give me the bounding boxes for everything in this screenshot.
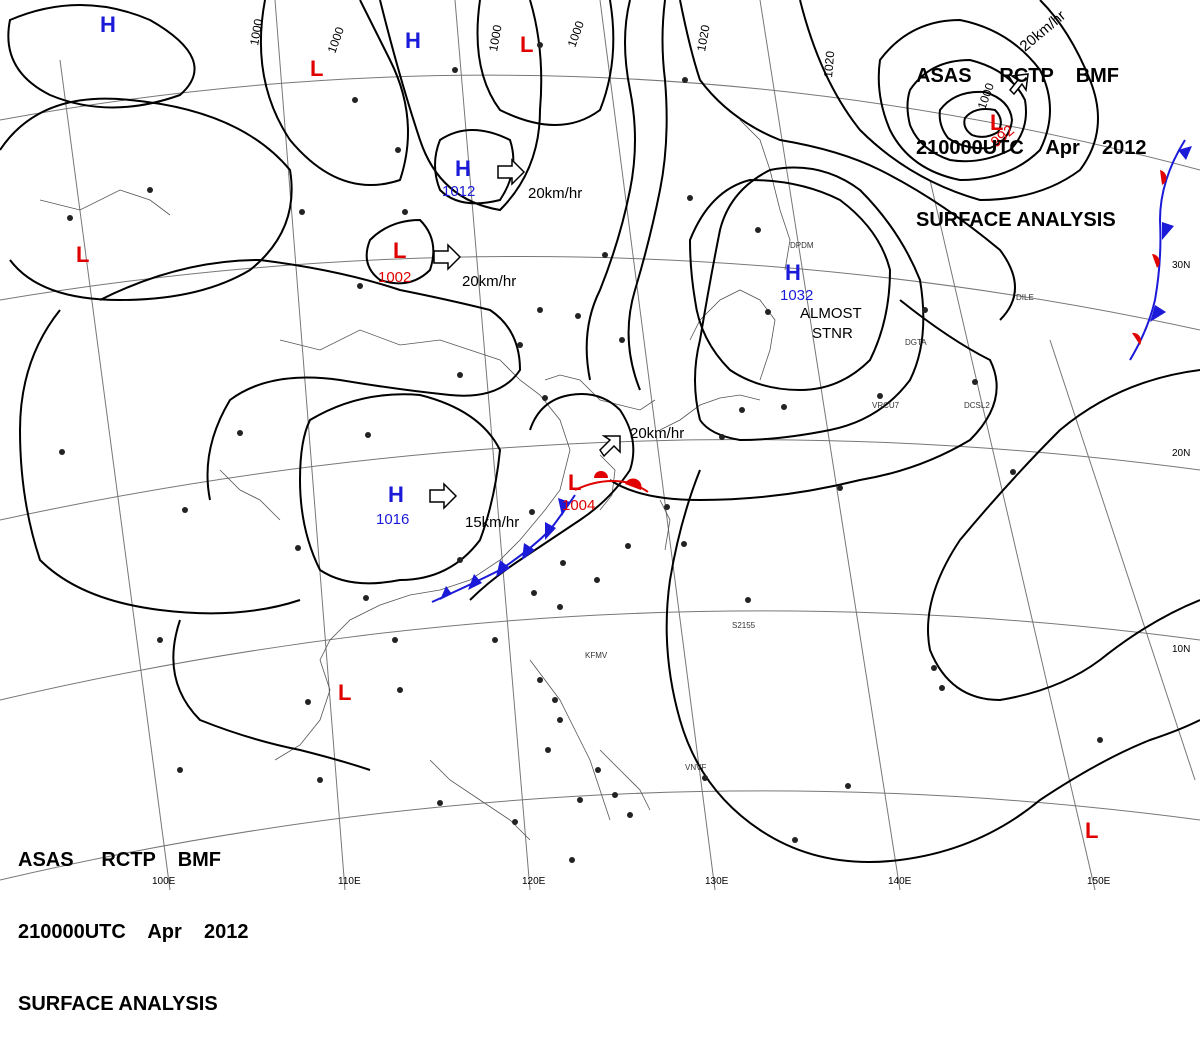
longitude-label: 120E	[522, 876, 546, 887]
pressure-value: 1002	[378, 269, 411, 286]
station-markers	[59, 42, 1103, 863]
station-ids: DPDM DILE DGTA DCSL2 VRCU7 KFMV VNVF S21…	[585, 241, 1034, 772]
high-pressure-center: H	[100, 12, 116, 37]
isobars	[0, 0, 1200, 863]
station-id: KFMV	[585, 651, 608, 660]
longitude-label: 100E	[152, 876, 176, 887]
latitude-label: 30N	[1172, 260, 1190, 271]
movement-arrow-icon	[599, 435, 621, 458]
title-agency: ASAS	[18, 849, 74, 871]
high-pressure-center: H	[405, 28, 421, 53]
title-time: 210000UTC	[18, 921, 126, 943]
isobar-label: 1020	[694, 23, 712, 52]
pressure-value: 1012	[442, 183, 475, 200]
longitude-label: 130E	[705, 876, 729, 887]
station-id: DGTA	[905, 338, 927, 347]
movement-arrow-icon	[1008, 73, 1029, 96]
title-center: BMF	[1075, 65, 1120, 87]
latitude-label: 10N	[1172, 644, 1190, 655]
low-pressure-center: L	[310, 56, 323, 81]
annotation-text: ALMOST	[800, 305, 862, 322]
title-center: BMF	[177, 849, 222, 871]
low-pressure-center: L	[1085, 818, 1098, 843]
isobar-label: 1020	[821, 50, 837, 78]
latitude-label: 20N	[1172, 448, 1190, 459]
isobar-label: 1000	[247, 17, 265, 46]
pressure-value: 1032	[780, 287, 813, 304]
low-pressure-center: L	[338, 680, 351, 705]
title-block-bottom-left: ASAS RCTP BMF 210000UTC Apr 2012 SURFACE…	[18, 800, 249, 1040]
pressure-centers: H H H 1012 H 1032 H 1016 L L L 1002 L L …	[76, 12, 1098, 843]
title-year: 2012	[1102, 137, 1147, 159]
weather-map: 1000 1000 1000 1000 1020 1020 1000	[0, 0, 1200, 891]
stationary-front	[1129, 139, 1192, 361]
longitude-label: 140E	[888, 876, 912, 887]
longitude-label: 150E	[1087, 876, 1111, 887]
isobar-label: 1000	[486, 23, 504, 52]
longitude-label: 110E	[338, 876, 361, 887]
high-pressure-center: H	[388, 482, 404, 507]
station-id: DILE	[1016, 293, 1034, 302]
title-time: 210000UTC	[916, 137, 1024, 159]
title-product: SURFACE ANALYSIS	[916, 209, 1116, 231]
station-id: VNVF	[685, 763, 706, 772]
title-agency: ASAS	[916, 65, 972, 87]
pressure-value: 1004	[562, 497, 595, 514]
movement-arrow-icon	[497, 158, 526, 186]
low-pressure-center: L	[76, 242, 89, 267]
low-pressure-center: L	[393, 238, 406, 263]
title-product: SURFACE ANALYSIS	[18, 993, 218, 1015]
graticule	[0, 0, 1200, 891]
annotations: ALMOST STNR	[800, 305, 862, 342]
station-id: VRCU7	[872, 401, 900, 410]
warm-front	[574, 471, 649, 493]
title-year: 2012	[204, 921, 249, 943]
isobar-labels: 1000 1000 1000 1000 1020 1020 1000	[247, 17, 997, 111]
high-pressure-center: H	[455, 156, 471, 181]
title-station: RCTP	[101, 849, 156, 871]
high-pressure-center: H	[785, 260, 801, 285]
title-block-top-right: ASAS RCTP BMF 210000UTC Apr 2012 SURFACE…	[916, 16, 1147, 256]
movement-arrows	[429, 73, 1029, 510]
movement-label: 20km/hr	[630, 425, 684, 442]
movement-label: 20km/hr	[462, 273, 516, 290]
title-month: Apr	[1045, 137, 1080, 159]
station-id: S2155	[732, 621, 756, 630]
movement-arrow-icon	[433, 243, 462, 271]
low-pressure-center: L	[990, 110, 1003, 135]
low-pressure-center: L	[568, 470, 581, 495]
station-id: DPDM	[790, 241, 814, 250]
station-id: DCSL2	[964, 401, 990, 410]
movement-arrow-icon	[429, 482, 458, 510]
cold-front	[431, 494, 576, 603]
low-pressure-center: L	[520, 32, 533, 57]
pressure-value: 1016	[376, 511, 409, 528]
movement-label: 15km/hr	[465, 514, 519, 531]
title-station: RCTP	[999, 65, 1054, 87]
annotation-text: STNR	[812, 325, 853, 342]
movement-label: 20km/hr	[528, 185, 582, 202]
geo-labels: 100E 110E 120E 130E 140E 150E 30N 20N 10…	[152, 260, 1190, 887]
title-month: Apr	[147, 921, 182, 943]
